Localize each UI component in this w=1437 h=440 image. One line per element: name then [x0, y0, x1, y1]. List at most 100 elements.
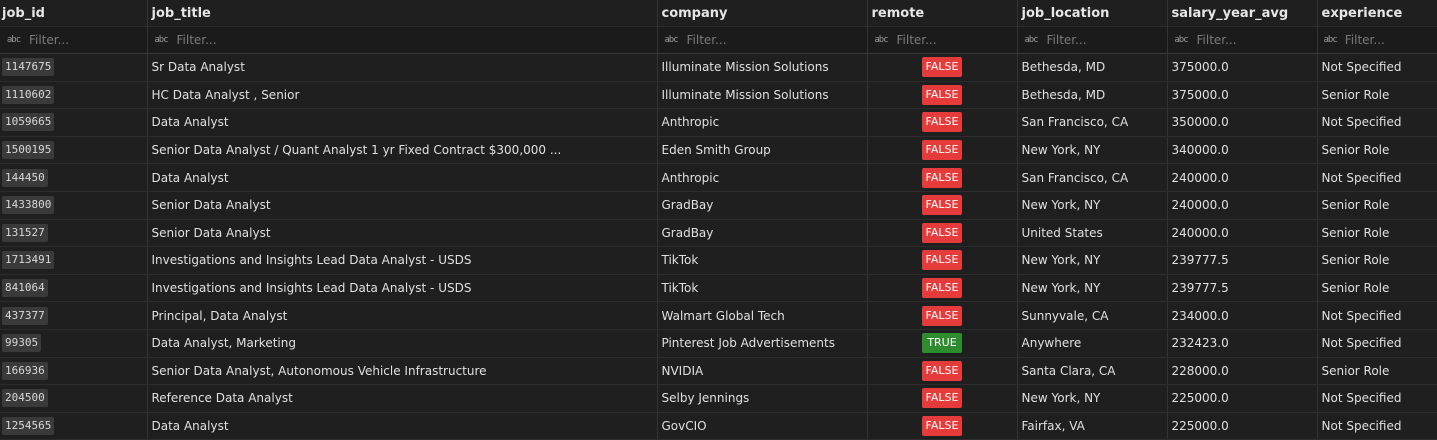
- cell-remote[interactable]: FALSE: [867, 246, 1018, 275]
- cell-experience[interactable]: Senior Role: [1317, 246, 1437, 275]
- cell-job-location[interactable]: San Francisco, CA: [1017, 163, 1168, 192]
- cell-remote[interactable]: FALSE: [867, 81, 1018, 110]
- cell-company[interactable]: TikTok: [657, 274, 868, 303]
- cell-job-title[interactable]: Principal, Data Analyst: [147, 301, 658, 330]
- cell-job-id[interactable]: 131527: [0, 219, 148, 248]
- cell-job-title[interactable]: Investigations and Insights Lead Data An…: [147, 246, 658, 275]
- table-row[interactable]: 1059665 Data Analyst Anthropic FALSE San Fra…: [0, 108, 1437, 137]
- cell-company[interactable]: Walmart Global Tech: [657, 301, 868, 330]
- cell-job-title[interactable]: Senior Data Analyst: [147, 191, 658, 220]
- cell-experience[interactable]: Senior Role: [1317, 219, 1437, 248]
- cell-job-title[interactable]: HC Data Analyst , Senior: [147, 81, 658, 110]
- cell-job-id[interactable]: 1110602: [0, 81, 148, 110]
- cell-job-title[interactable]: Investigations and Insights Lead Data An…: [147, 274, 658, 303]
- cell-salary-year-avg[interactable]: 240000.0: [1167, 191, 1318, 220]
- cell-job-location[interactable]: New York, NY: [1017, 384, 1168, 413]
- cell-job-id[interactable]: 1147675: [0, 53, 148, 82]
- table-row[interactable]: 437377 Principal, Data Analyst Walmart Glo…: [0, 301, 1437, 330]
- cell-company[interactable]: NVIDIA: [657, 357, 868, 386]
- cell-company[interactable]: GradBay: [657, 191, 868, 220]
- cell-salary-year-avg[interactable]: 350000.0: [1167, 108, 1318, 137]
- cell-job-title[interactable]: Reference Data Analyst: [147, 384, 658, 413]
- column-header-experience[interactable]: experience: [1317, 0, 1437, 27]
- cell-company[interactable]: Anthropic: [657, 108, 868, 137]
- cell-salary-year-avg[interactable]: 375000.0: [1167, 81, 1318, 110]
- cell-salary-year-avg[interactable]: 225000.0: [1167, 384, 1318, 413]
- filter-input-company[interactable]: [686, 33, 787, 47]
- cell-job-location[interactable]: Bethesda, MD: [1017, 81, 1168, 110]
- cell-job-id[interactable]: 1713491: [0, 246, 148, 275]
- cell-job-location[interactable]: Anywhere: [1017, 329, 1168, 358]
- cell-job-location[interactable]: San Francisco, CA: [1017, 108, 1168, 137]
- cell-remote[interactable]: FALSE: [867, 412, 1018, 440]
- table-row[interactable]: 1500195 Senior Data Analyst / Quant Analy…: [0, 136, 1437, 165]
- cell-job-location[interactable]: New York, NY: [1017, 191, 1168, 220]
- cell-job-title[interactable]: Senior Data Analyst, Autonomous Vehicle …: [147, 357, 658, 386]
- cell-remote[interactable]: FALSE: [867, 136, 1018, 165]
- cell-job-id[interactable]: 1254565: [0, 412, 148, 440]
- table-row[interactable]: 1713491 Investigations and Insights Lead …: [0, 246, 1437, 275]
- cell-job-location[interactable]: Fairfax, VA: [1017, 412, 1168, 440]
- cell-company[interactable]: TikTok: [657, 246, 868, 275]
- cell-remote[interactable]: FALSE: [867, 191, 1018, 220]
- cell-job-title[interactable]: Sr Data Analyst: [147, 53, 658, 82]
- cell-job-location[interactable]: New York, NY: [1017, 246, 1168, 275]
- cell-remote[interactable]: FALSE: [867, 357, 1018, 386]
- cell-remote[interactable]: FALSE: [867, 384, 1018, 413]
- cell-remote[interactable]: FALSE: [867, 53, 1018, 82]
- table-row[interactable]: 144450 Data Analyst Anthropic FALSE San Fran…: [0, 163, 1437, 192]
- cell-salary-year-avg[interactable]: 240000.0: [1167, 163, 1318, 192]
- cell-job-id[interactable]: 99305: [0, 329, 148, 358]
- cell-experience[interactable]: Senior Role: [1317, 136, 1437, 165]
- cell-job-location[interactable]: New York, NY: [1017, 274, 1168, 303]
- cell-job-location[interactable]: Santa Clara, CA: [1017, 357, 1168, 386]
- cell-remote[interactable]: FALSE: [867, 301, 1018, 330]
- cell-company[interactable]: GradBay: [657, 219, 868, 248]
- cell-remote[interactable]: FALSE: [867, 163, 1018, 192]
- cell-company[interactable]: Anthropic: [657, 163, 868, 192]
- cell-experience[interactable]: Not Specified: [1317, 329, 1437, 358]
- cell-job-location[interactable]: New York, NY: [1017, 136, 1168, 165]
- column-header-remote[interactable]: remote: [867, 0, 1018, 27]
- cell-remote[interactable]: FALSE: [867, 219, 1018, 248]
- cell-remote[interactable]: FALSE: [867, 274, 1018, 303]
- cell-experience[interactable]: Not Specified: [1317, 163, 1437, 192]
- cell-job-id[interactable]: 1059665: [0, 108, 148, 137]
- cell-job-id[interactable]: 166936: [0, 357, 148, 386]
- cell-remote[interactable]: FALSE: [867, 108, 1018, 137]
- cell-experience[interactable]: Senior Role: [1317, 191, 1437, 220]
- cell-job-location[interactable]: Sunnyvale, CA: [1017, 301, 1168, 330]
- cell-salary-year-avg[interactable]: 240000.0: [1167, 219, 1318, 248]
- table-row[interactable]: 1254565 Data Analyst GovCIO FALSE Fairfax, V…: [0, 412, 1437, 440]
- cell-experience[interactable]: Senior Role: [1317, 274, 1437, 303]
- cell-job-title[interactable]: Senior Data Analyst: [147, 219, 658, 248]
- table-row[interactable]: 841064 Investigations and Insights Lead D…: [0, 274, 1437, 303]
- cell-job-title[interactable]: Data Analyst: [147, 108, 658, 137]
- filter-input-remote[interactable]: [896, 33, 997, 47]
- cell-company[interactable]: Pinterest Job Advertisements: [657, 329, 868, 358]
- cell-company[interactable]: Selby Jennings: [657, 384, 868, 413]
- table-row[interactable]: 99305 Data Analyst, Marketing Pinterest Jo…: [0, 329, 1437, 358]
- filter-input-salary-year-avg[interactable]: [1196, 33, 1297, 47]
- cell-salary-year-avg[interactable]: 239777.5: [1167, 274, 1318, 303]
- table-row[interactable]: 1147675 Sr Data Analyst Illuminate Mission…: [0, 53, 1437, 82]
- cell-salary-year-avg[interactable]: 228000.0: [1167, 357, 1318, 386]
- column-header-job-id[interactable]: job_id: [0, 0, 148, 27]
- table-row[interactable]: 204500 Reference Data Analyst Selby Jennin…: [0, 384, 1437, 413]
- cell-salary-year-avg[interactable]: 340000.0: [1167, 136, 1318, 165]
- cell-remote[interactable]: TRUE: [867, 329, 1018, 358]
- cell-job-title[interactable]: Senior Data Analyst / Quant Analyst 1 yr…: [147, 136, 658, 165]
- filter-input-experience[interactable]: [1344, 33, 1436, 47]
- cell-company[interactable]: Illuminate Mission Solutions: [657, 81, 868, 110]
- filter-input-job-id[interactable]: [29, 33, 129, 47]
- cell-experience[interactable]: Not Specified: [1317, 384, 1437, 413]
- table-row[interactable]: 1110602 HC Data Analyst , Senior Illuminat…: [0, 81, 1437, 110]
- column-header-job-title[interactable]: job_title: [147, 0, 658, 27]
- cell-salary-year-avg[interactable]: 234000.0: [1167, 301, 1318, 330]
- cell-experience[interactable]: Senior Role: [1317, 357, 1437, 386]
- table-row[interactable]: 131527 Senior Data Analyst GradBay FALSE Uni…: [0, 219, 1437, 248]
- column-header-company[interactable]: company: [657, 0, 868, 27]
- cell-salary-year-avg[interactable]: 375000.0: [1167, 53, 1318, 82]
- cell-job-id[interactable]: 1500195: [0, 136, 148, 165]
- cell-salary-year-avg[interactable]: 232423.0: [1167, 329, 1318, 358]
